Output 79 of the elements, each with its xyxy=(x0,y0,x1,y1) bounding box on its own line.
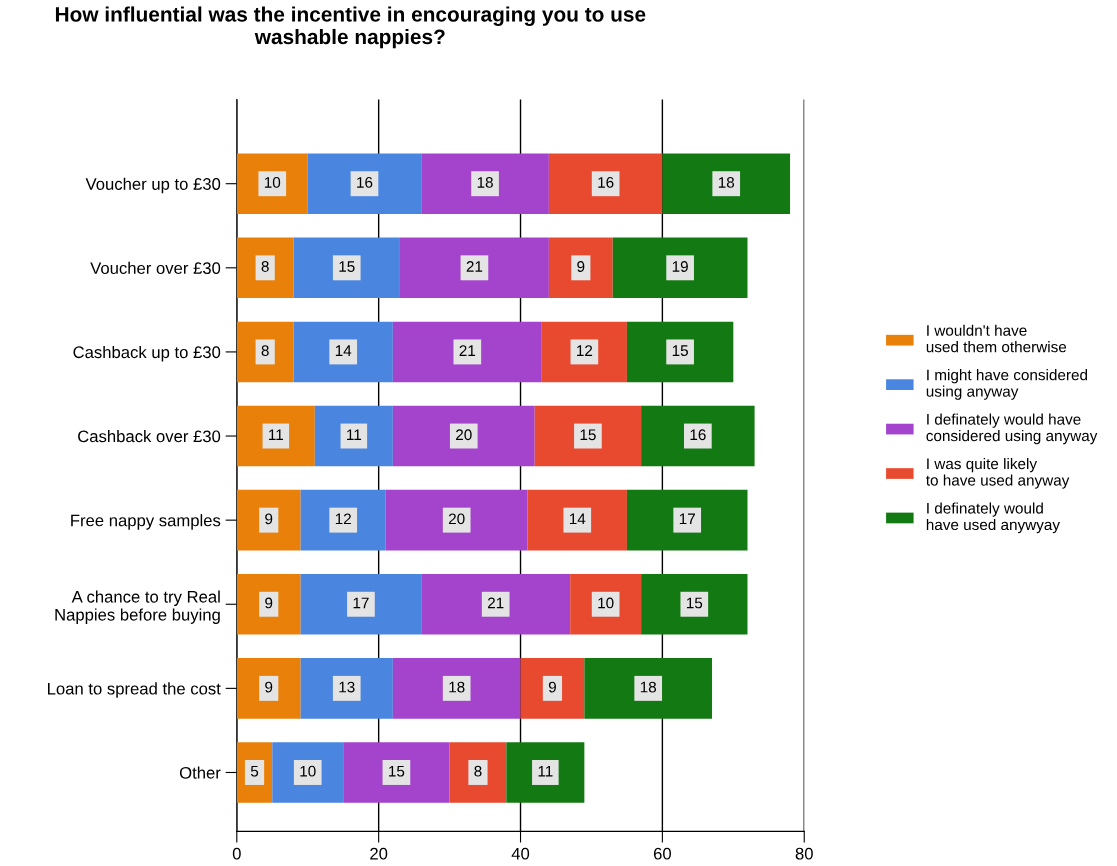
data-label: 8 xyxy=(261,345,269,357)
bar xyxy=(421,573,571,635)
x-tick-label: 80 xyxy=(795,847,813,860)
x-tick-label: 60 xyxy=(653,847,671,860)
bar xyxy=(641,405,755,467)
data-label: 10 xyxy=(264,176,281,188)
data-label: 12 xyxy=(335,513,351,525)
data-label: 12 xyxy=(577,345,593,356)
chart-title: How influential was the incentive in encouraging you to use washable nappies? xyxy=(55,6,646,49)
data-label: 21 xyxy=(459,345,476,356)
bar xyxy=(392,658,521,719)
bar xyxy=(548,153,663,214)
bar xyxy=(307,153,422,214)
data-label: 5 xyxy=(250,765,259,777)
data-label: 10 xyxy=(598,597,614,609)
data-label: 20 xyxy=(448,513,465,525)
data-label: 18 xyxy=(477,176,493,188)
data-label: 10 xyxy=(300,765,316,777)
x-tick-label: 0 xyxy=(232,847,241,860)
bar xyxy=(300,573,422,635)
data-label: 21 xyxy=(487,597,504,609)
legend-label: I wouldn't have used them otherwise xyxy=(926,324,1067,353)
data-label: 14 xyxy=(569,513,586,525)
bar xyxy=(385,489,528,551)
data-label: 18 xyxy=(640,681,657,693)
data-label: 9 xyxy=(265,597,273,609)
y-tick-label: Other xyxy=(179,766,221,779)
data-label: 17 xyxy=(679,513,695,525)
data-label: 16 xyxy=(690,429,706,441)
data-label: 15 xyxy=(686,597,703,609)
bar xyxy=(343,742,450,803)
bar xyxy=(399,237,549,299)
legend-label: I was quite likely to have used anyway xyxy=(926,457,1070,489)
data-label: 8 xyxy=(261,261,269,272)
data-label: 17 xyxy=(353,597,369,609)
y-tick-label: Cashback up to £30 xyxy=(73,345,221,362)
data-label: 15 xyxy=(339,261,355,272)
bar xyxy=(392,405,535,467)
legend-label: I might have considered using anyway xyxy=(926,369,1088,400)
y-tick-label: A chance to try Real Nappies before buying xyxy=(55,590,220,624)
data-label: 11 xyxy=(347,429,362,440)
x-tick-label: 40 xyxy=(511,847,530,860)
data-label: 11 xyxy=(269,429,283,440)
data-label: 21 xyxy=(466,261,483,272)
data-label: 16 xyxy=(598,176,614,188)
y-tick-label: Voucher over £30 xyxy=(90,261,221,275)
data-label: 13 xyxy=(339,681,355,693)
legend-label: I definately would have considered using anyway xyxy=(926,413,1098,445)
bar xyxy=(392,321,542,383)
x-tick-label: 20 xyxy=(370,847,388,860)
data-label: 15 xyxy=(672,345,688,357)
bar xyxy=(293,237,400,299)
bar xyxy=(421,153,549,214)
data-label: 15 xyxy=(580,429,596,441)
bar xyxy=(641,573,748,635)
data-label: 8 xyxy=(474,765,482,777)
bar xyxy=(534,405,642,467)
bar xyxy=(626,321,734,383)
y-tick-label: Loan to spread the cost xyxy=(48,682,221,698)
data-label: 9 xyxy=(265,513,273,525)
y-tick-label: Free nappy samples xyxy=(71,514,221,530)
bar xyxy=(584,658,713,719)
data-label: 9 xyxy=(265,681,273,693)
bar xyxy=(662,153,791,214)
data-label: 16 xyxy=(357,176,373,188)
data-label: 9 xyxy=(548,681,556,693)
y-tick-label: Cashback over £30 xyxy=(78,430,221,443)
data-label: 19 xyxy=(672,261,688,272)
data-label: 20 xyxy=(456,429,472,441)
data-label: 15 xyxy=(389,765,405,777)
data-label: 9 xyxy=(577,261,585,272)
bar xyxy=(612,237,748,299)
bar xyxy=(626,489,748,551)
data-label: 18 xyxy=(449,681,465,693)
y-tick-label: Voucher up to £30 xyxy=(85,177,221,194)
data-label: 14 xyxy=(335,345,352,356)
legend-label: I definately would have used anywyay xyxy=(926,502,1060,534)
data-label: 11 xyxy=(538,765,553,777)
data-label: 18 xyxy=(718,176,735,188)
